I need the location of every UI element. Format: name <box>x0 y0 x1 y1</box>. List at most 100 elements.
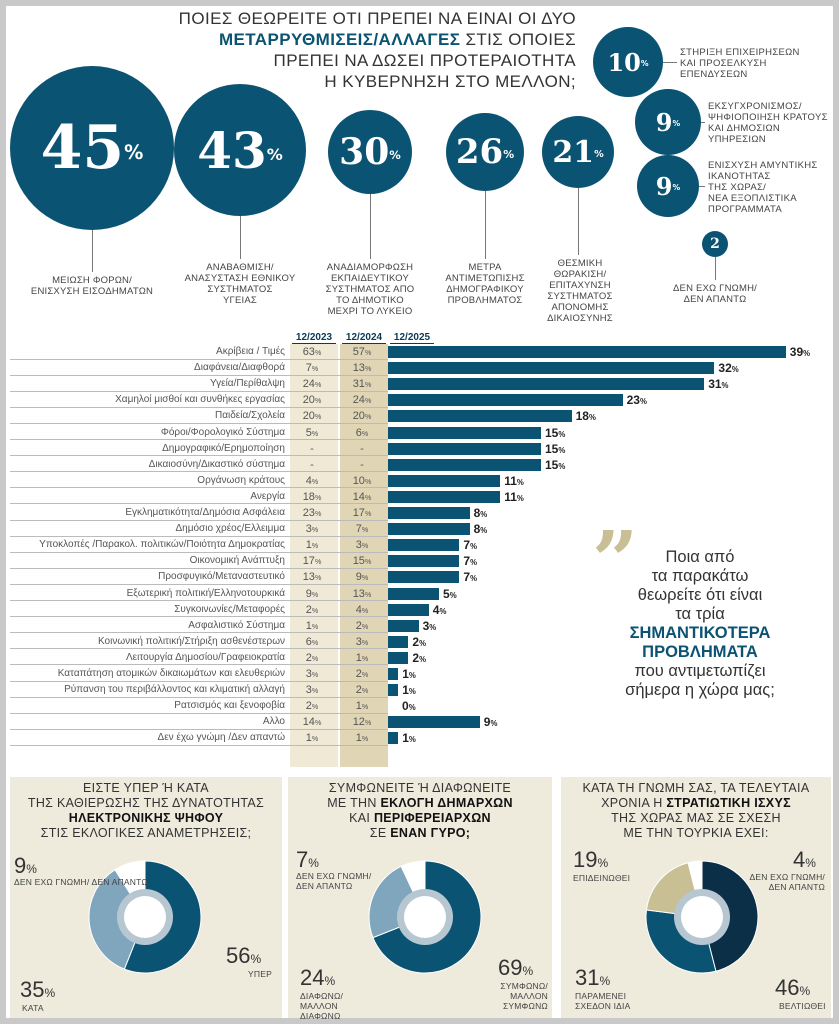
slice-label-dk: ΔΕΝ ΕΧΩ ΓΝΩΜΗ/ ΔΕΝ ΑΠΑΝΤΩ <box>14 877 148 887</box>
reform-bubble: 9% <box>635 89 701 155</box>
panel-evote: ΕΙΣΤΕ ΥΠΕΡ Ή ΚΑΤΑ ΤΗΣ ΚΑΘΙΕΡΩΣΗΣ ΤΗΣ ΔΥΝ… <box>10 777 282 1018</box>
table-row: Προσφυγικό/Μεταναστευτικό 13% 9% 7% <box>10 569 839 585</box>
connector-line <box>699 186 705 187</box>
slice-value-dk: 4% <box>793 847 816 872</box>
value-2024: 1% <box>355 732 369 745</box>
title-text: ΣΕ <box>369 826 391 840</box>
table-row: Ρατσισμός και ξενοφοβία 2% 1% 0% <box>10 698 839 714</box>
value-2024: 1% <box>355 651 369 664</box>
row-divider <box>10 551 388 553</box>
row-divider <box>10 696 388 698</box>
problem-label: Οργάνωση κράτους <box>197 474 285 486</box>
reform-bubble: 45% <box>10 66 174 230</box>
slice-label-agree: ΣΥΜΦΩΝΩ/ ΜΑΛΛΟΝ ΣΥΜΦΩΝΩ <box>500 981 548 1011</box>
title-highlight: ΕΚΛΟΓΗ ΔΗΜΑΡΧΩΝ <box>380 796 513 810</box>
value-2023: 1% <box>305 732 319 745</box>
slice-value-yes: 56% <box>226 943 262 968</box>
percent-sign: % <box>672 119 681 129</box>
column-header-2023: 12/2023 <box>292 332 336 344</box>
table-row: Δεν έχω γνώμη /Δεν απαντώ 1% 1% 1% <box>10 730 839 746</box>
bar-2025 <box>388 442 541 455</box>
donut-hole <box>404 896 446 938</box>
row-divider <box>10 519 388 521</box>
problem-label: Συγκοινωνίες/Μεταφορές <box>174 603 285 615</box>
bar-2025 <box>388 732 399 745</box>
percent-sign: % <box>503 148 515 162</box>
reform-value: 21 <box>552 134 595 170</box>
bar-value-2025: 39% <box>789 345 811 359</box>
bar-2025 <box>388 458 541 471</box>
table-row: Οικονομική Ανάπτυξη 17% 15% 7% <box>10 553 839 569</box>
title-highlight: ΕΝΑΝ ΓΥΡΟ; <box>390 826 471 840</box>
bar-2025 <box>388 346 786 358</box>
percent-sign: % <box>594 148 604 160</box>
bar-value-2025: 8% <box>473 506 488 520</box>
slice-label-disagree: ΔΙΑΦΩΝΩ/ ΜΑΛΛΟΝ ΔΙΑΦΩΝΩ <box>300 991 344 1021</box>
reform-label: ΑΝΑΒΑΘΜΙΣΗ/ ΑΝΑΣΥΣΤΑΣΗ ΕΘΝΙΚΟΥ ΣΥΣΤΗΜΑΤΟ… <box>184 262 296 306</box>
title-line: ΠΟΙΕΣ ΘΕΩΡΕΙΤΕ ΟΤΙ ΠΡΕΠΕΙ ΝΑ ΕΙΝΑΙ ΟΙ ΔΥ… <box>178 9 576 28</box>
value-2023: 2% <box>305 603 319 616</box>
value-2024: 57% <box>352 346 372 358</box>
bar-2025 <box>388 539 460 552</box>
title-line: ΤΗΣ ΧΩΡΑΣ ΜΑΣ ΣΕ ΣΧΕΣΗ <box>611 811 781 825</box>
title-highlight: ΣΤΡΑΤΙΩΤΙΚΗ ΙΣΧΥΣ <box>666 796 791 810</box>
reform-value: 9 <box>655 107 673 137</box>
row-divider <box>10 600 388 602</box>
value-2023: - <box>310 458 314 471</box>
title-line: ΚΑΤΑ ΤΗ ΓΝΩΜΗ ΣΑΣ, ΤΑ ΤΕΛΕΥΤΑΙΑ <box>582 781 810 795</box>
row-divider <box>10 439 388 441</box>
table-row: Κοινωνική πολιτική/Στήριξη ασθενέστερων 6… <box>10 634 839 650</box>
quote-line: σήμερα η χώρα μας; <box>625 681 775 699</box>
slice-label-no: ΚΑΤΑ <box>22 1003 44 1013</box>
problem-label: Ρατσισμός και ξενοφοβία <box>174 700 285 712</box>
panel-military: ΚΑΤΑ ΤΗ ΓΝΩΜΗ ΣΑΣ, ΤΑ ΤΕΛΕΥΤΑΙΑ ΧΡΟΝΙΑ Η… <box>561 777 831 1018</box>
table-row: Αλλο 14% 12% 9% <box>10 714 839 730</box>
title-line: ΜΕΤΑΡΡΥΘΜΙΣΕΙΣ/ΑΛΛΑΓΕΣ ΣΤΙΣ ΟΠΟΙΕΣ <box>120 29 576 50</box>
table-row: Δικαιοσύνη/Δικαστικό σύστημα - - 15% <box>10 457 839 473</box>
quote-line: τα παρακάτω <box>651 567 749 585</box>
value-2023: 2% <box>305 700 319 713</box>
value-2024: 3% <box>355 635 369 648</box>
bar-value-2025: 3% <box>422 618 437 633</box>
connector-line <box>370 194 371 259</box>
bar-2025 <box>388 490 501 503</box>
problem-label: Δεν έχω γνώμη /Δεν απαντώ <box>157 732 285 744</box>
bar-value-2025: 7% <box>463 538 478 553</box>
problem-label: Καταπάτηση ατομικών δικαιωμάτων και ελευ… <box>57 668 285 679</box>
value-2024: 9% <box>355 571 369 584</box>
quote-line: τα τρία <box>675 605 725 623</box>
reform-label: ΕΚΣΥΓΧΡΟΝΙΣΜΟΣ/ ΨΗΦΙΟΠΟΙΗΣΗ ΚΡΑΤΟΥΣ ΚΑΙ … <box>708 101 828 145</box>
problem-label: Χαμηλοί μισθοί και συνθήκες εργασίας <box>115 394 285 406</box>
question-quote: Ποια από τα παρακάτω θεωρείτε ότι είναι … <box>615 548 785 700</box>
connector-line <box>701 122 705 123</box>
percent-sign: % <box>640 59 649 69</box>
table-row: Συγκοινωνίες/Μεταφορές 2% 4% 4% <box>10 602 839 618</box>
row-divider <box>10 422 388 424</box>
bar-value-2025: 1% <box>402 683 416 698</box>
reform-bubble: 26% <box>446 113 524 191</box>
table-row: Χαμηλοί μισθοί και συνθήκες εργασίας 20% 2… <box>10 392 839 408</box>
bar-value-2025: 11% <box>504 489 524 504</box>
slice-value-no: 35% <box>20 977 56 1002</box>
percent-sign: % <box>389 147 401 162</box>
value-2023: - <box>310 442 314 455</box>
bar-2025 <box>388 668 399 680</box>
reform-bubble: 2 <box>702 231 728 257</box>
value-2023: 14% <box>302 716 322 729</box>
bar-2025 <box>388 523 470 536</box>
value-2023: 23% <box>302 507 322 519</box>
reform-value: 45 <box>40 113 125 183</box>
value-2023: 13% <box>302 571 322 584</box>
value-2024: - <box>360 442 364 455</box>
title-text: ΣΤΙΣ ΟΠΟΙΕΣ <box>460 30 576 49</box>
column-header-2024: 12/2024 <box>342 332 386 344</box>
percent-sign: % <box>672 183 681 193</box>
bar-value-2025: 32% <box>718 361 739 376</box>
row-divider <box>10 374 388 376</box>
reform-label: ΘΕΣΜΙΚΗ ΘΩΡΑΚΙΣΗ/ ΕΠΙΤΑΧΥΝΣΗ ΣΥΣΤΗΜΑΤΟΣ … <box>547 258 613 324</box>
problem-label: Παιδεία/Σχολεία <box>214 410 285 422</box>
slice-label-yes: ΥΠΕΡ <box>248 969 272 979</box>
bar-value-2025: 7% <box>463 554 478 569</box>
value-2023: 18% <box>302 490 322 503</box>
reform-value: 10 <box>607 47 641 77</box>
